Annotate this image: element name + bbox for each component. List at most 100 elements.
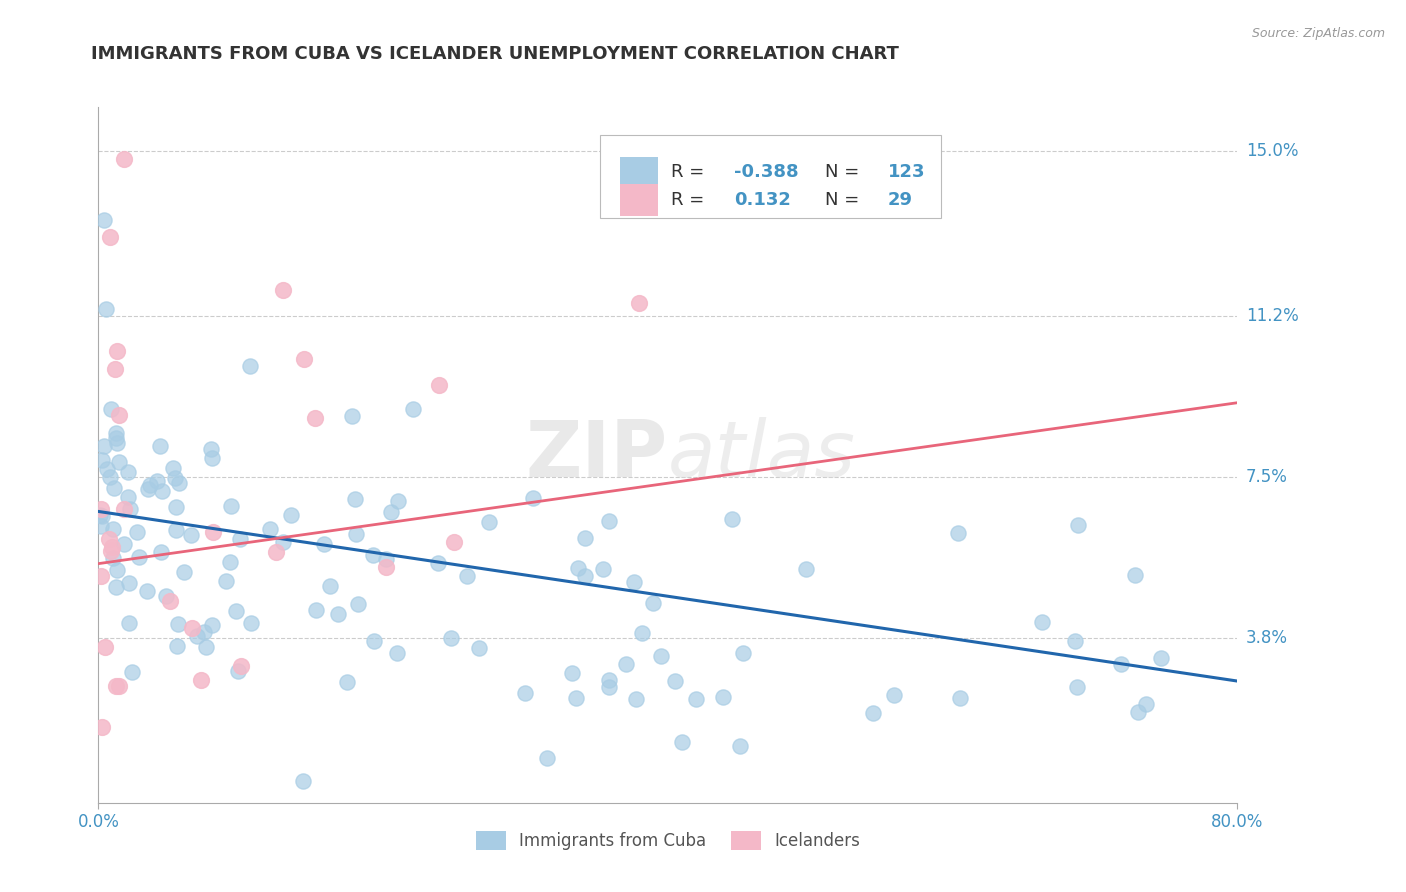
Point: [522, 491, 544, 505]
Text: R =: R =: [671, 163, 710, 181]
Point: [201, 617, 224, 632]
Legend: Immigrants from Cuba, Icelanders: Immigrants from Cuba, Icelanders: [468, 824, 868, 857]
Point: [180, 528, 202, 542]
Point: [574, 531, 596, 545]
Point: [190, 673, 212, 687]
Point: [165, 471, 187, 485]
Text: 123: 123: [887, 163, 925, 181]
Point: [1109, 657, 1132, 672]
Point: [671, 735, 693, 749]
Text: atlas: atlas: [668, 417, 856, 493]
Text: 29: 29: [887, 191, 912, 209]
Point: [280, 508, 302, 522]
Point: [294, 352, 316, 367]
Point: [91, 509, 114, 524]
Text: 15.0%: 15.0%: [1246, 142, 1298, 160]
Point: [264, 545, 287, 559]
Point: [108, 455, 131, 469]
Point: [794, 562, 817, 576]
Point: [100, 401, 122, 416]
Point: [616, 657, 638, 672]
Point: [94, 640, 117, 655]
Point: [89, 508, 111, 523]
Text: N =: N =: [825, 191, 865, 209]
Point: [104, 581, 127, 595]
Text: IMMIGRANTS FROM CUBA VS ICELANDER UNEMPLOYMENT CORRELATION CHART: IMMIGRANTS FROM CUBA VS ICELANDER UNEMPL…: [91, 45, 900, 62]
Point: [193, 624, 215, 639]
Point: [259, 522, 281, 536]
Point: [375, 559, 398, 574]
Point: [165, 524, 187, 538]
Point: [336, 675, 359, 690]
Point: [240, 616, 263, 631]
Point: [239, 359, 262, 373]
Point: [225, 604, 247, 618]
Text: 7.5%: 7.5%: [1246, 467, 1288, 485]
Point: [361, 548, 384, 562]
Point: [159, 593, 181, 607]
Text: ZIP: ZIP: [526, 417, 668, 493]
Point: [1135, 697, 1157, 711]
Point: [385, 646, 408, 660]
Point: [513, 686, 536, 700]
Point: [98, 470, 121, 484]
Point: [98, 230, 121, 244]
Point: [101, 522, 124, 536]
Bar: [620, 157, 658, 188]
Point: [127, 524, 149, 539]
Point: [121, 665, 143, 680]
Text: 3.8%: 3.8%: [1246, 629, 1288, 647]
Point: [343, 491, 366, 506]
Point: [165, 500, 187, 515]
Point: [107, 564, 129, 578]
Point: [304, 410, 326, 425]
Point: [561, 665, 583, 680]
Point: [219, 499, 242, 513]
Point: [139, 478, 162, 492]
Point: [713, 690, 735, 704]
Point: [623, 575, 645, 590]
Point: [90, 502, 112, 516]
Point: [128, 550, 150, 565]
Point: [104, 679, 127, 693]
Point: [318, 578, 340, 592]
Point: [105, 344, 128, 359]
Point: [100, 544, 122, 558]
Point: [641, 596, 664, 610]
Point: [96, 461, 118, 475]
Point: [97, 533, 120, 547]
Point: [105, 435, 128, 450]
Point: [117, 465, 139, 479]
Point: [292, 774, 315, 789]
Point: [181, 621, 204, 635]
Point: [228, 532, 250, 546]
Point: [96, 301, 118, 316]
Point: [149, 439, 172, 453]
Point: [91, 453, 114, 467]
Point: [229, 659, 252, 673]
Point: [104, 431, 127, 445]
FancyBboxPatch shape: [599, 135, 941, 219]
Point: [948, 526, 970, 541]
Point: [273, 283, 295, 297]
Point: [201, 524, 224, 539]
Point: [650, 649, 672, 664]
Text: 0.132: 0.132: [734, 191, 790, 209]
Point: [1150, 650, 1173, 665]
Point: [574, 568, 596, 582]
Point: [103, 481, 125, 495]
Point: [1126, 706, 1149, 720]
Point: [93, 212, 115, 227]
Point: [440, 631, 463, 645]
Point: [108, 409, 131, 423]
Point: [467, 640, 489, 655]
Point: [720, 512, 742, 526]
Text: N =: N =: [825, 163, 865, 181]
Point: [1063, 634, 1085, 648]
Point: [104, 362, 127, 376]
Point: [90, 519, 112, 533]
Point: [862, 706, 884, 720]
Point: [342, 409, 364, 424]
Point: [112, 502, 135, 516]
Point: [120, 502, 142, 516]
